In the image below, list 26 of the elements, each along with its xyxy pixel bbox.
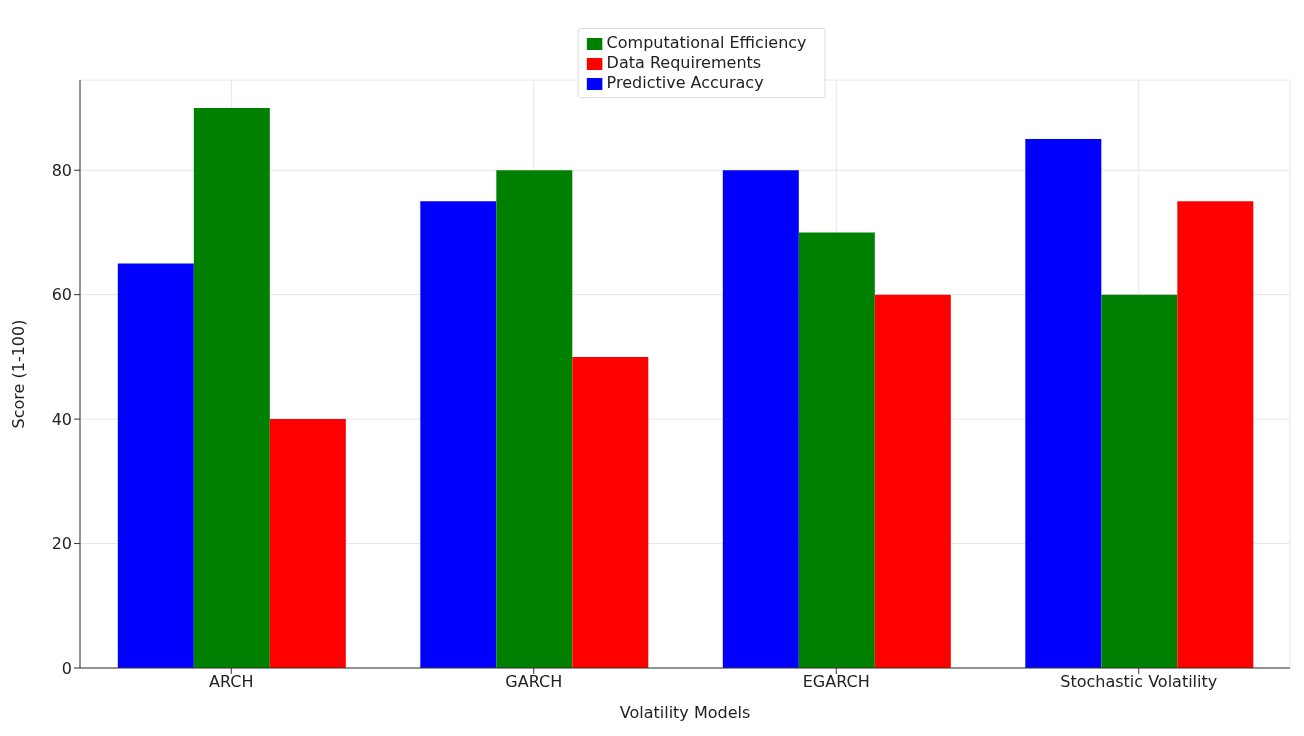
bar — [722, 170, 799, 668]
x-tick-label: ARCH — [209, 672, 254, 692]
y-tick-label: 20 — [51, 534, 72, 554]
bar — [572, 356, 649, 668]
legend-label: Predictive Accuracy — [606, 73, 764, 92]
bar — [496, 170, 573, 668]
y-tick-label: 80 — [51, 160, 72, 180]
y-tick-label: 60 — [51, 285, 72, 305]
y-axis-title: Score (1-100) — [8, 319, 28, 429]
x-tick-label: GARCH — [505, 672, 563, 692]
bar — [420, 201, 497, 668]
y-tick-label: 0 — [61, 658, 72, 678]
bar — [1101, 294, 1178, 668]
y-tick-label: 40 — [51, 409, 72, 429]
x-tick-label: EGARCH — [802, 672, 870, 692]
bar — [117, 263, 194, 668]
legend-label: Computational Efficiency — [606, 33, 807, 52]
bar — [1025, 139, 1102, 668]
legend-label: Data Requirements — [606, 53, 762, 72]
x-axis-title: Volatility Models — [619, 703, 751, 722]
bar — [269, 419, 346, 668]
bar — [798, 232, 875, 668]
bar — [1177, 201, 1254, 668]
bar — [193, 108, 270, 668]
x-tick-label: Stochastic Volatility — [1060, 672, 1218, 692]
bar — [874, 294, 951, 668]
